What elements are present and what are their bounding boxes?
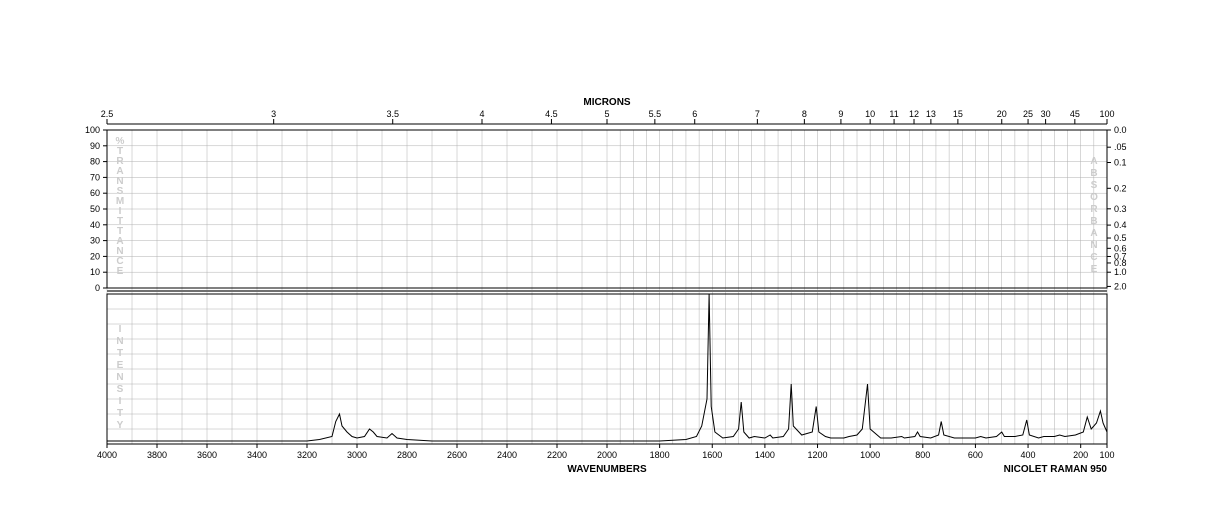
svg-text:0.5: 0.5 [1114, 233, 1127, 243]
svg-text:0.1: 0.1 [1114, 157, 1127, 167]
svg-text:N: N [116, 336, 123, 347]
svg-text:90: 90 [90, 141, 100, 151]
svg-text:5: 5 [604, 109, 609, 119]
svg-text:100: 100 [85, 125, 100, 135]
svg-text:3200: 3200 [297, 450, 317, 460]
svg-text:0.3: 0.3 [1114, 204, 1127, 214]
svg-text:8: 8 [802, 109, 807, 119]
svg-text:A: A [1090, 228, 1097, 239]
svg-text:1600: 1600 [702, 450, 722, 460]
svg-text:S: S [117, 384, 124, 395]
svg-text:6: 6 [692, 109, 697, 119]
svg-text:E: E [117, 360, 124, 371]
svg-text:25: 25 [1023, 109, 1033, 119]
spectrum-chart: 4000380036003400320030002800260024002200… [0, 0, 1224, 528]
svg-text:3800: 3800 [147, 450, 167, 460]
svg-text:1200: 1200 [808, 450, 828, 460]
svg-text:NICOLET RAMAN 950: NICOLET RAMAN 950 [1004, 464, 1108, 475]
svg-text:I: I [119, 324, 122, 335]
svg-text:0.2: 0.2 [1114, 183, 1127, 193]
svg-text:800: 800 [915, 450, 930, 460]
svg-text:T: T [117, 348, 123, 359]
svg-text:1.0: 1.0 [1114, 267, 1127, 277]
svg-text:200: 200 [1073, 450, 1088, 460]
svg-text:12: 12 [909, 109, 919, 119]
svg-text:2200: 2200 [547, 450, 567, 460]
svg-text:T: T [117, 408, 123, 419]
svg-text:0: 0 [95, 283, 100, 293]
svg-text:3600: 3600 [197, 450, 217, 460]
svg-text:S: S [1091, 180, 1098, 191]
svg-text:600: 600 [968, 450, 983, 460]
svg-text:60: 60 [90, 188, 100, 198]
svg-text:70: 70 [90, 172, 100, 182]
svg-text:1000: 1000 [860, 450, 880, 460]
svg-text:13: 13 [926, 109, 936, 119]
svg-text:100: 100 [1099, 109, 1114, 119]
svg-text:3.5: 3.5 [386, 109, 399, 119]
svg-text:N: N [1090, 240, 1097, 251]
svg-text:C: C [1090, 252, 1097, 263]
svg-text:4000: 4000 [97, 450, 117, 460]
svg-text:30: 30 [90, 236, 100, 246]
svg-text:9: 9 [838, 109, 843, 119]
svg-text:2.5: 2.5 [101, 109, 114, 119]
svg-text:4.5: 4.5 [545, 109, 558, 119]
svg-text:2.0: 2.0 [1114, 281, 1127, 291]
svg-text:20: 20 [90, 251, 100, 261]
svg-text:15: 15 [953, 109, 963, 119]
svg-text:1400: 1400 [755, 450, 775, 460]
svg-text:O: O [1090, 192, 1098, 203]
svg-text:80: 80 [90, 157, 100, 167]
svg-text:45: 45 [1070, 109, 1080, 119]
svg-text:Y: Y [117, 420, 124, 431]
svg-text:3000: 3000 [347, 450, 367, 460]
svg-text:3400: 3400 [247, 450, 267, 460]
svg-text:5.5: 5.5 [649, 109, 662, 119]
svg-text:10: 10 [90, 267, 100, 277]
svg-text:E: E [117, 266, 124, 277]
svg-text:N: N [116, 372, 123, 383]
svg-text:R: R [1090, 204, 1098, 215]
svg-text:E: E [1091, 264, 1098, 275]
svg-text:2600: 2600 [447, 450, 467, 460]
svg-text:50: 50 [90, 204, 100, 214]
svg-text:I: I [119, 396, 122, 407]
spectrum-svg: 4000380036003400320030002800260024002200… [0, 0, 1224, 528]
svg-text:4: 4 [479, 109, 484, 119]
svg-text:11: 11 [889, 109, 898, 119]
svg-text:30: 30 [1041, 109, 1051, 119]
svg-text:MICRONS: MICRONS [583, 97, 631, 108]
svg-text:20: 20 [997, 109, 1007, 119]
svg-text:40: 40 [90, 220, 100, 230]
svg-text:0.0: 0.0 [1114, 125, 1127, 135]
svg-text:A: A [1090, 156, 1097, 167]
svg-text:3: 3 [271, 109, 276, 119]
svg-text:.05: .05 [1114, 142, 1127, 152]
svg-text:400: 400 [1021, 450, 1036, 460]
svg-text:B: B [1090, 216, 1097, 227]
svg-text:2400: 2400 [497, 450, 517, 460]
svg-text:WAVENUMBERS: WAVENUMBERS [567, 464, 647, 475]
svg-text:100: 100 [1099, 450, 1114, 460]
svg-text:2000: 2000 [597, 450, 617, 460]
svg-text:0.4: 0.4 [1114, 220, 1127, 230]
svg-text:10: 10 [865, 109, 875, 119]
svg-text:1800: 1800 [650, 450, 670, 460]
svg-text:7: 7 [755, 109, 760, 119]
svg-text:2800: 2800 [397, 450, 417, 460]
svg-text:B: B [1090, 168, 1097, 179]
